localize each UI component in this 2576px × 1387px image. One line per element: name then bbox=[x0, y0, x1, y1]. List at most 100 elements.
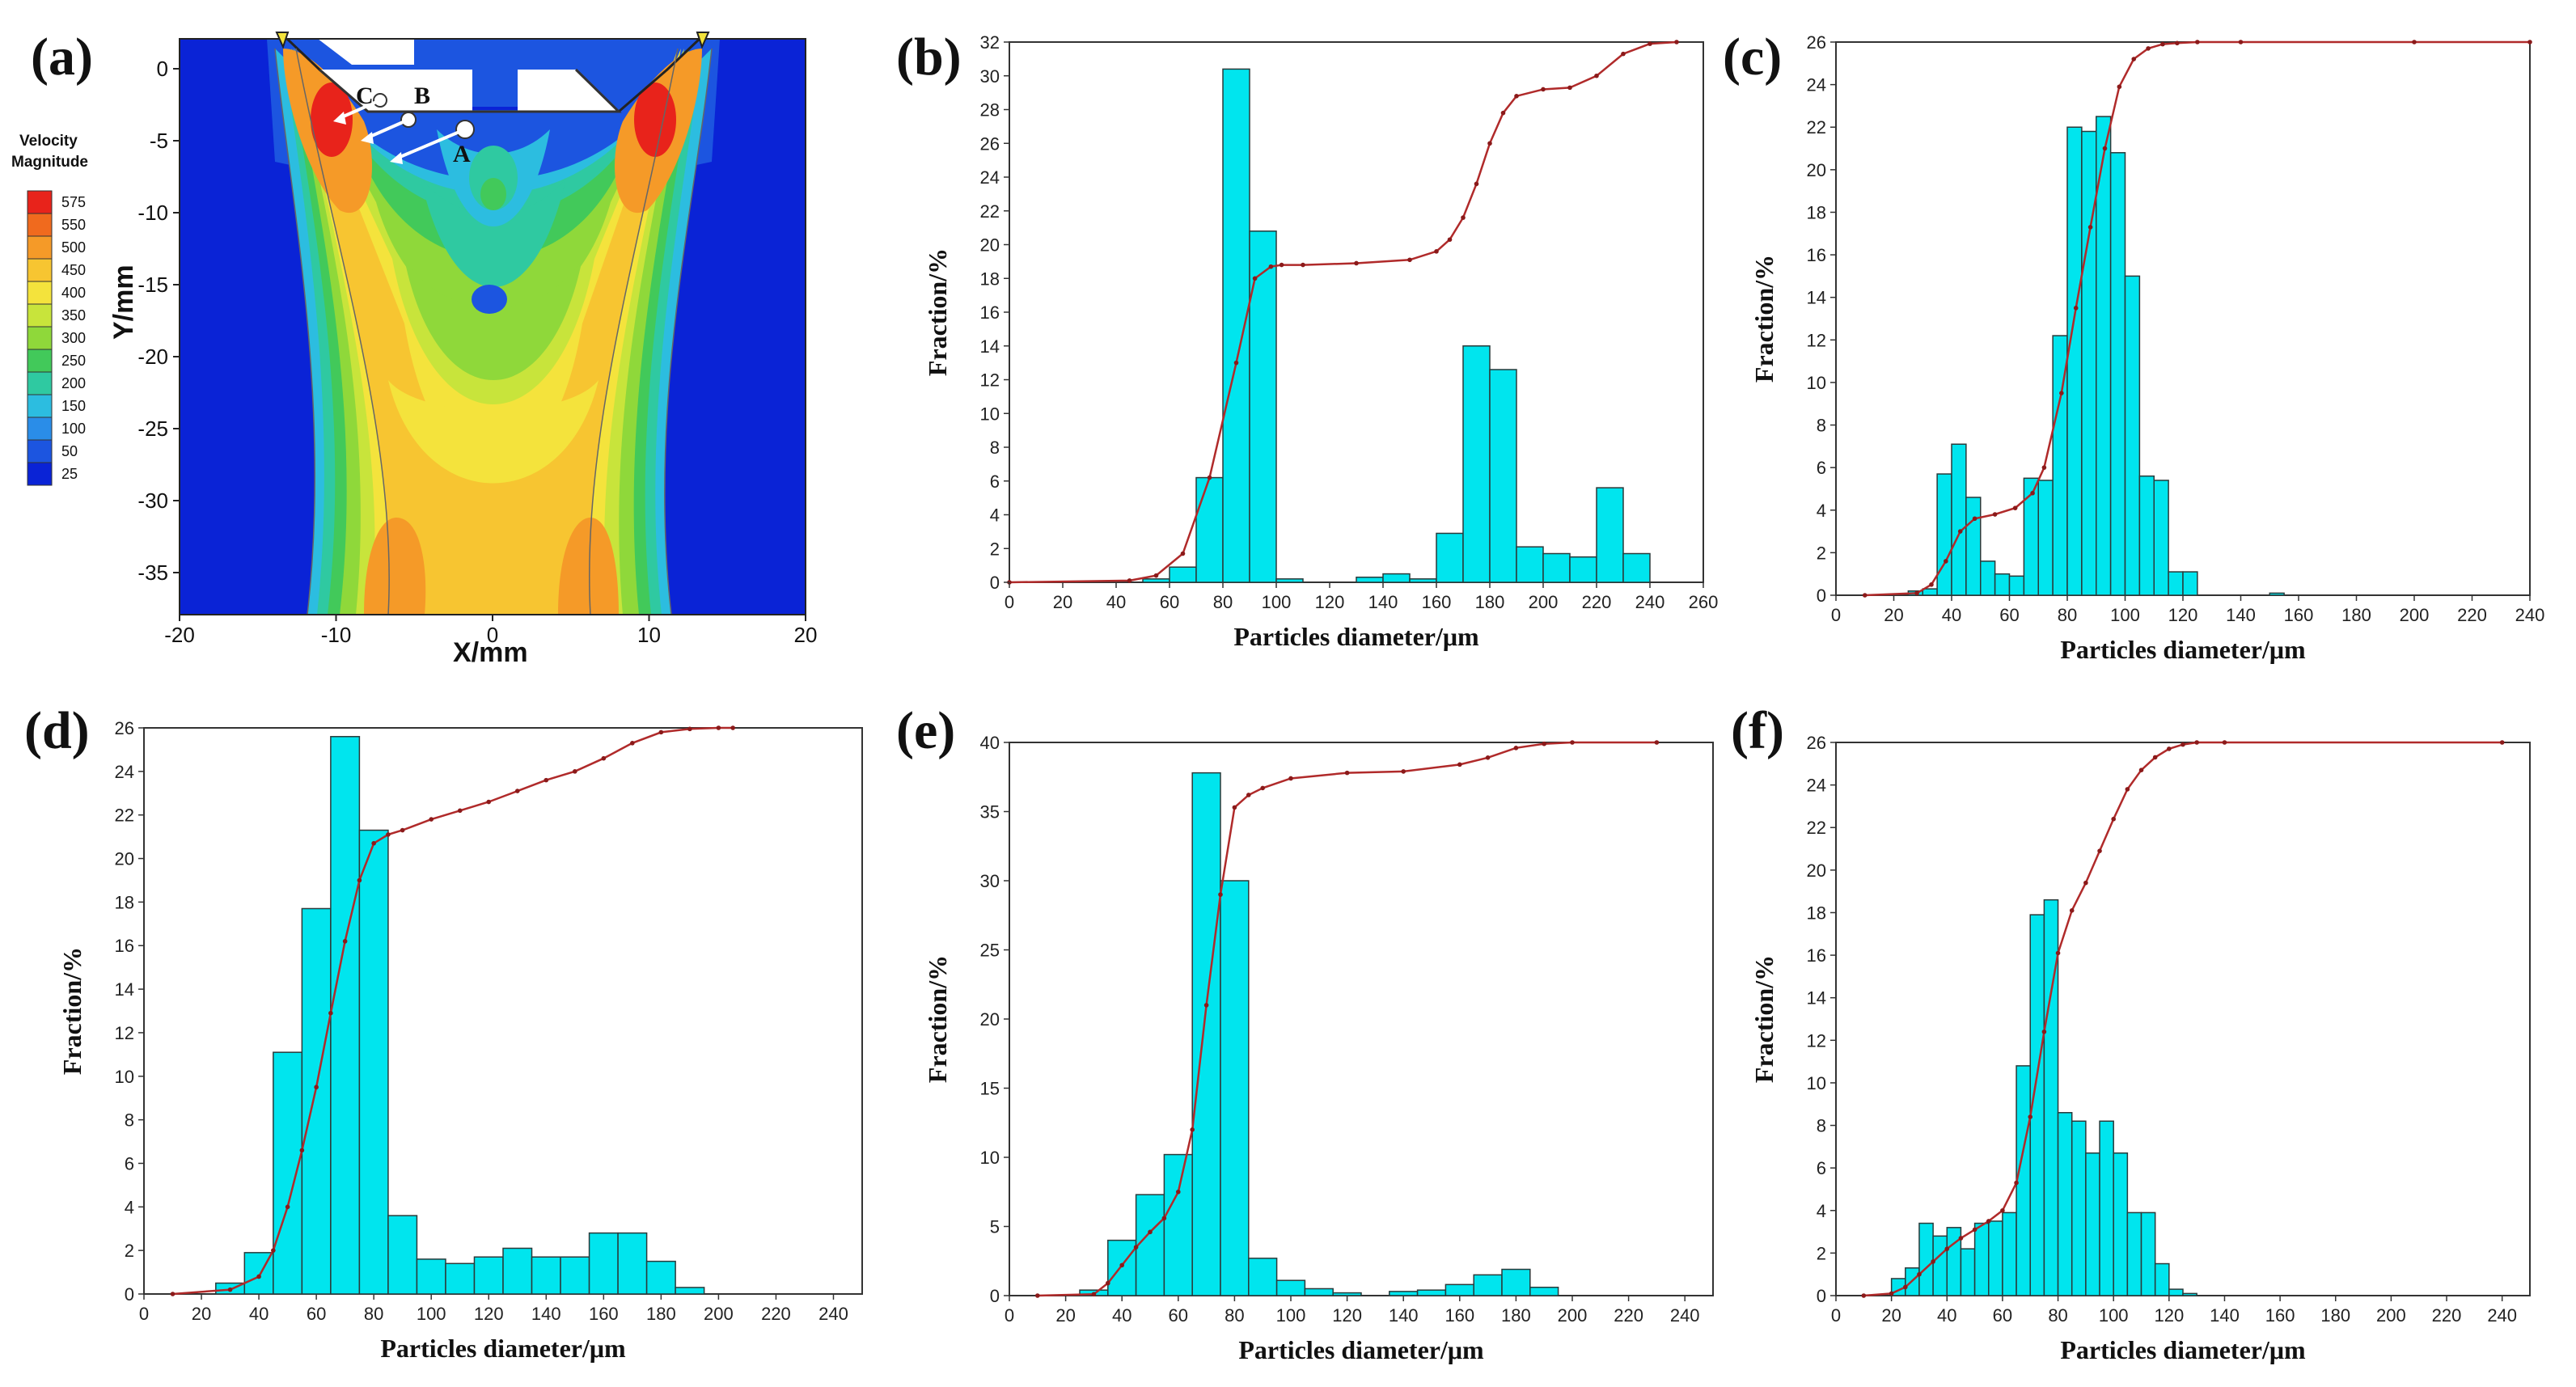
legend-level-label: 450 bbox=[61, 262, 86, 278]
contour-xlabel: X/mm bbox=[453, 637, 528, 668]
cumulative-point bbox=[386, 832, 391, 837]
cumulative-point bbox=[1567, 85, 1572, 91]
cumulative-point bbox=[299, 1148, 305, 1153]
cumulative-point bbox=[1447, 237, 1453, 243]
cumulative-point bbox=[1542, 741, 1546, 746]
legend-level-label: 575 bbox=[61, 194, 86, 210]
x-tick-label: 160 bbox=[2265, 1305, 2295, 1326]
cumulative-point bbox=[1344, 770, 1350, 776]
histogram-bar bbox=[1569, 556, 1597, 583]
arrow-b bbox=[367, 118, 409, 139]
cumulative-point bbox=[1474, 181, 1479, 187]
y-tick-label: 20 bbox=[980, 1009, 1000, 1030]
y-tick-label: 30 bbox=[980, 66, 1000, 87]
cumulative-point bbox=[1944, 559, 1948, 564]
x-tick-label: 200 bbox=[1558, 1305, 1588, 1326]
cumulative-point bbox=[1190, 1127, 1195, 1132]
histogram-bar bbox=[1980, 560, 1996, 596]
legend-level-label: 25 bbox=[61, 466, 78, 482]
histogram-bar bbox=[2140, 1212, 2156, 1296]
histogram-bar bbox=[273, 1051, 303, 1295]
y-axis-title: Fraction/% bbox=[57, 947, 87, 1075]
cumulative-point bbox=[601, 755, 607, 761]
x-tick-label: 160 bbox=[589, 1304, 619, 1324]
cumulative-point bbox=[1944, 1246, 1950, 1251]
y-tick-label: 0 bbox=[990, 573, 1000, 593]
cumulative-point bbox=[2195, 40, 2200, 44]
histogram-bar bbox=[2269, 592, 2285, 596]
y-tick-label: 2 bbox=[990, 539, 1000, 559]
y-tick-label: 10 bbox=[980, 404, 1000, 424]
histogram-bar bbox=[1275, 578, 1304, 583]
y-tick-label: 22 bbox=[115, 806, 134, 826]
cumulative-point bbox=[2152, 755, 2158, 760]
histogram-bar bbox=[1622, 552, 1651, 583]
cumulative-point bbox=[2146, 46, 2151, 51]
cumulative-point bbox=[328, 1010, 333, 1016]
y-axis-title: Fraction/% bbox=[1749, 255, 1779, 383]
histogram-bar bbox=[1142, 578, 1170, 583]
x-tick-label: -20 bbox=[164, 623, 195, 647]
x-tick-label: 80 bbox=[1213, 592, 1233, 612]
histogram-bar bbox=[1960, 1248, 1976, 1296]
x-tick-label: 100 bbox=[417, 1304, 446, 1324]
histogram-bar bbox=[1389, 1291, 1419, 1296]
cumulative-point bbox=[1232, 805, 1237, 810]
cumulative-point bbox=[1929, 582, 1934, 587]
cumulative-point bbox=[2160, 41, 2165, 47]
histogram-bar bbox=[1248, 1258, 1278, 1296]
cumulative-point bbox=[1127, 578, 1132, 583]
histogram-bar bbox=[1542, 552, 1571, 583]
cumulative-point bbox=[1986, 1219, 1991, 1224]
y-tick-label: 10 bbox=[980, 1148, 1000, 1168]
y-tick-label: 6 bbox=[125, 1153, 134, 1173]
histogram-bar bbox=[2085, 1152, 2100, 1296]
histogram-bar bbox=[1936, 473, 1952, 596]
y-axis-title: Fraction/% bbox=[923, 248, 952, 376]
x-tick-label: 120 bbox=[474, 1304, 504, 1324]
cumulative-point bbox=[2000, 1207, 2005, 1213]
cumulative-point bbox=[1654, 740, 1660, 745]
cumulative-point bbox=[1914, 590, 1919, 596]
y-tick-label: 26 bbox=[980, 133, 1000, 154]
histogram-bar bbox=[2023, 477, 2039, 596]
y-tick-label: 18 bbox=[1807, 903, 1826, 923]
histogram-bar bbox=[2037, 480, 2054, 596]
x-tick-label: 240 bbox=[2515, 605, 2545, 625]
y-tick-label: 18 bbox=[1807, 202, 1826, 222]
y-tick-label: 12 bbox=[1807, 330, 1826, 350]
x-tick-label: 160 bbox=[1422, 592, 1452, 612]
cumulative-point bbox=[2030, 490, 2035, 496]
y-tick-label: -25 bbox=[137, 417, 168, 441]
y-tick-label: -15 bbox=[137, 273, 168, 297]
x-tick-label: 220 bbox=[761, 1304, 791, 1324]
x-tick-label: 240 bbox=[2487, 1305, 2517, 1326]
histogram-bar bbox=[1107, 1239, 1137, 1296]
histogram-bar bbox=[1169, 566, 1197, 583]
x-tick-label: 120 bbox=[2168, 605, 2198, 625]
plot-area bbox=[143, 727, 863, 1295]
y-tick-label: 8 bbox=[1817, 1116, 1826, 1136]
histogram-bar bbox=[1163, 1153, 1193, 1296]
histogram-bar bbox=[387, 1215, 418, 1295]
y-tick-label: -30 bbox=[137, 488, 168, 513]
legend-swatch bbox=[27, 258, 53, 282]
x-tick-label: 220 bbox=[2432, 1305, 2462, 1326]
cumulative-point bbox=[716, 725, 721, 730]
histogram-bar bbox=[1501, 1268, 1531, 1296]
legend-swatch bbox=[27, 303, 53, 328]
cumulative-point bbox=[1889, 1291, 1894, 1296]
plot-area bbox=[1835, 742, 2531, 1296]
y-tick-label: 10 bbox=[1807, 373, 1826, 393]
panel-label-b: (b) bbox=[896, 27, 962, 87]
x-axis-title: Particles diameter/μm bbox=[1233, 622, 1479, 651]
y-tick-label: -10 bbox=[137, 201, 168, 225]
x-tick-label: 40 bbox=[1942, 605, 1961, 625]
y-tick-label: 10 bbox=[115, 1067, 134, 1087]
cumulative-point bbox=[1207, 475, 1212, 480]
cumulative-point bbox=[2014, 1180, 2019, 1186]
cumulative-point bbox=[2083, 880, 2088, 886]
x-tick-label: 260 bbox=[1689, 592, 1719, 612]
cumulative-point bbox=[2111, 816, 2116, 822]
